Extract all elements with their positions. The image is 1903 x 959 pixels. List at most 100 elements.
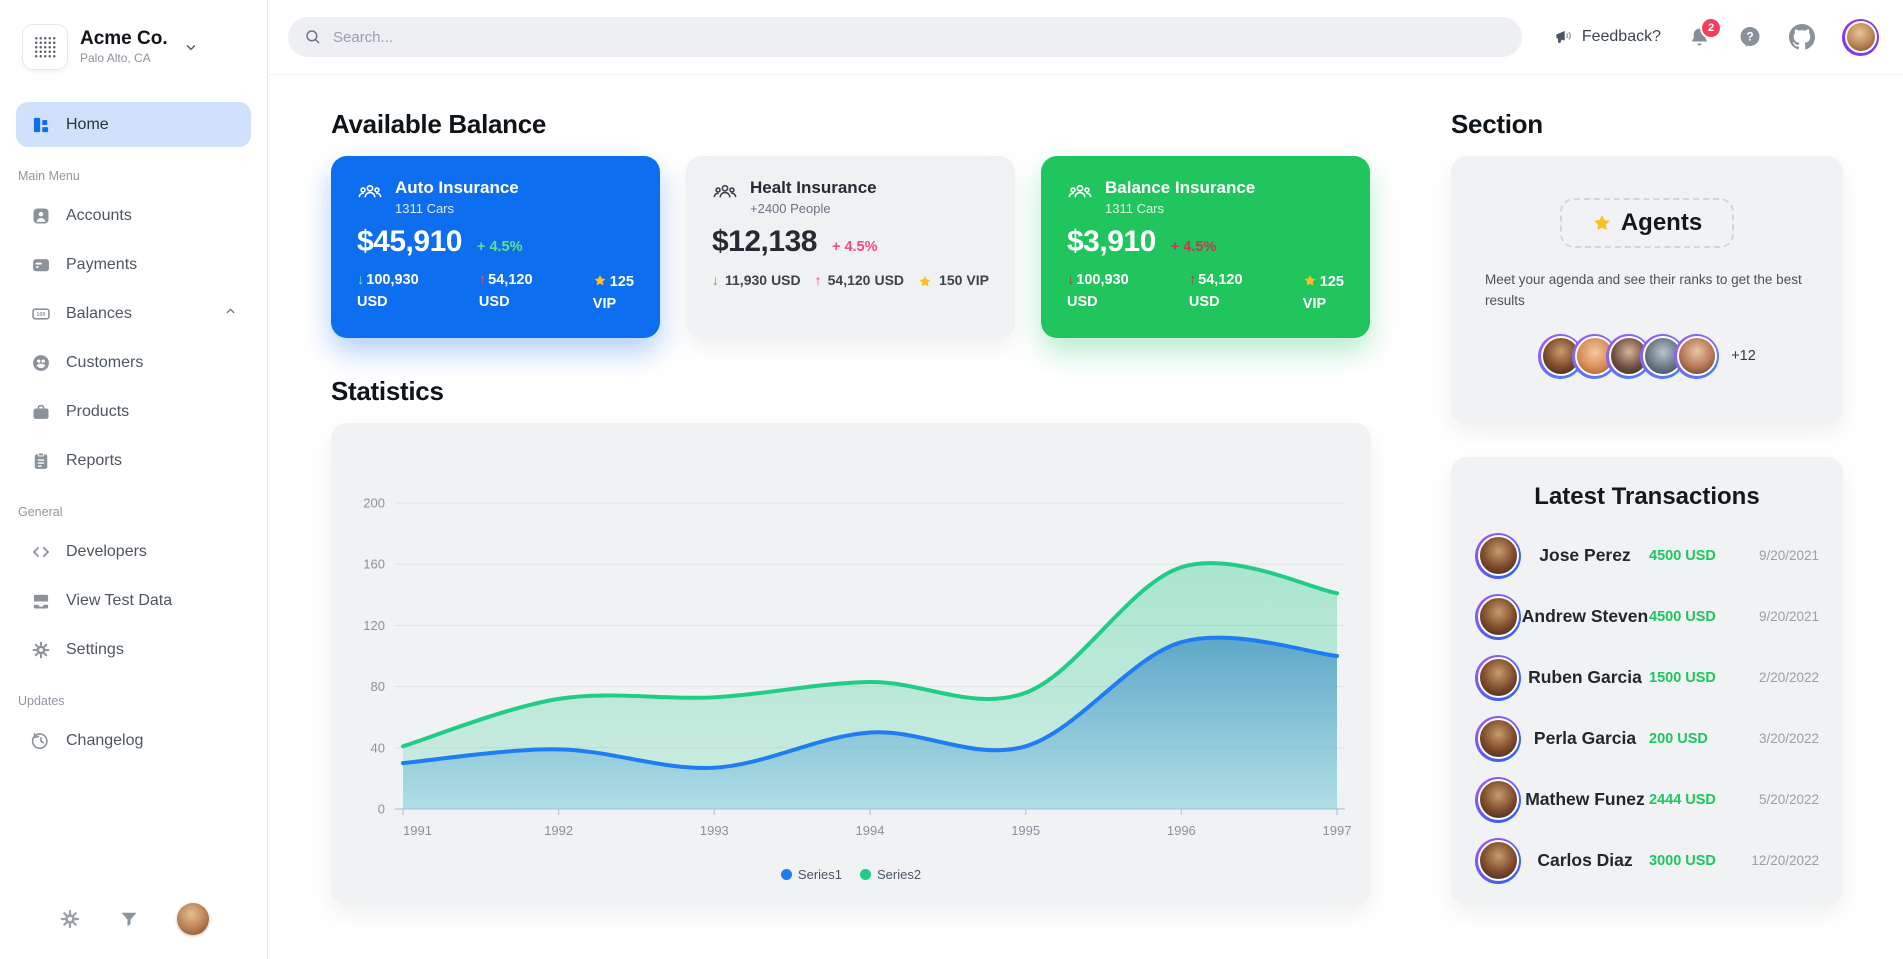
- main-area: Feedback? 2: [268, 0, 1903, 959]
- sidebar-item-label: Products: [66, 402, 130, 420]
- gear-icon[interactable]: [59, 908, 81, 930]
- star-icon: [593, 274, 607, 288]
- sidebar-item-products[interactable]: Products: [16, 389, 251, 434]
- filter-icon[interactable]: [119, 909, 139, 929]
- sidebar-item-balances[interactable]: 100 Balances: [16, 291, 251, 336]
- svg-text:1992: 1992: [544, 823, 573, 838]
- help-button[interactable]: ?: [1738, 25, 1762, 49]
- balance-card-balance-insurance: Balance Insurance 1311 Cars $3,910 + 4.5…: [1041, 156, 1370, 338]
- search-icon: [304, 28, 322, 46]
- chevron-up-icon[interactable]: [224, 305, 237, 323]
- notifications-button[interactable]: 2: [1688, 18, 1720, 49]
- svg-text:1997: 1997: [1323, 823, 1352, 838]
- transaction-name: Mathew Funez: [1525, 789, 1645, 809]
- chart-legend: Series1 Series2: [331, 867, 1371, 882]
- sidebar-item-reports[interactable]: Reports: [16, 438, 251, 483]
- sidebar: Acme Co. Palo Alto, CA Home Main Menu: [0, 0, 268, 959]
- svg-text:1996: 1996: [1167, 823, 1196, 838]
- avatar[interactable]: [1640, 333, 1686, 379]
- transaction-amount: 2444 USD: [1649, 791, 1716, 808]
- stat-down: ↓ 11,930 USD: [712, 272, 801, 288]
- card-percent: + 4.5%: [476, 239, 523, 255]
- stat-up: ↑ 54,120 USD: [478, 272, 533, 310]
- transaction-row[interactable]: Perla Garcia 200 USD 3/20/2022: [1475, 708, 1819, 769]
- sidebar-item-customers[interactable]: Customers: [16, 340, 251, 385]
- transaction-amount: 200 USD: [1649, 730, 1708, 747]
- code-icon: [30, 541, 52, 563]
- sidebar-section-general: General: [18, 505, 63, 519]
- transaction-row[interactable]: Ruben Garcia 1500 USD 2/20/2022: [1475, 647, 1819, 708]
- sidebar-item-payments[interactable]: Payments: [16, 242, 251, 287]
- sidebar-section-updates: Updates: [18, 694, 65, 708]
- people-group-icon: [1067, 180, 1093, 206]
- avatar: [1475, 593, 1521, 640]
- arrow-down-icon: ↓: [1067, 272, 1075, 288]
- sidebar-item-label: Settings: [66, 640, 124, 658]
- latest-transactions-card: Latest Transactions Jose Perez 4500 USD …: [1451, 457, 1843, 905]
- agents-card: Agents Meet your agenda and see their ra…: [1451, 156, 1843, 424]
- sidebar-item-label: Developers: [66, 542, 147, 560]
- section-heading: Section: [1451, 109, 1543, 139]
- people-group-icon: [357, 180, 383, 206]
- search-input[interactable]: [333, 28, 1506, 46]
- sidebar-item-accounts[interactable]: Accounts: [16, 193, 251, 238]
- card-title: Balance Insurance: [1105, 178, 1256, 197]
- sidebar-item-home[interactable]: Home: [16, 102, 251, 147]
- github-button[interactable]: [1789, 24, 1815, 50]
- credit-card-icon: [30, 254, 52, 276]
- arrow-up-icon: ↑: [814, 272, 822, 288]
- legend-item[interactable]: Series2: [860, 867, 921, 882]
- transaction-date: 5/20/2022: [1758, 792, 1819, 807]
- brand-block[interactable]: Acme Co. Palo Alto, CA: [16, 0, 251, 70]
- transaction-date: 9/20/2021: [1758, 548, 1819, 563]
- gear-icon: [30, 639, 52, 661]
- chevron-down-icon[interactable]: [184, 40, 198, 54]
- legend-item[interactable]: Series1: [780, 867, 842, 882]
- card-amount: $3,910: [1067, 225, 1156, 258]
- arrow-up-icon: ↑: [1188, 272, 1197, 288]
- card-subtitle: 1311 Cars: [395, 201, 455, 216]
- svg-text:120: 120: [363, 618, 385, 633]
- transaction-row[interactable]: Mathew Funez 2444 USD 5/20/2022: [1475, 769, 1819, 830]
- notification-badge: 2: [1702, 18, 1720, 37]
- svg-text:1993: 1993: [700, 823, 729, 838]
- star-icon: [918, 275, 932, 289]
- transaction-row[interactable]: Carlos Diaz 3000 USD 12/20/2022: [1475, 830, 1819, 891]
- card-amount: $45,910: [357, 225, 462, 258]
- sidebar-item-developers[interactable]: Developers: [16, 529, 251, 574]
- card-subtitle: +2400 People: [750, 201, 831, 216]
- people-group-icon: [712, 180, 738, 206]
- transaction-amount: 3000 USD: [1649, 852, 1716, 869]
- statistics-chart-card: 0 40 80 120 160 200 1991 1992 1993 1994 1995 1996 19…: [331, 423, 1371, 905]
- transaction-name: Perla Garcia: [1533, 728, 1637, 748]
- transaction-row[interactable]: Andrew Steven 4500 USD 9/20/2021: [1475, 586, 1819, 647]
- dot-grid-icon: [34, 36, 56, 58]
- stat-up: ↑ 54,120 USD: [1188, 272, 1243, 310]
- sidebar-item-changelog[interactable]: Changelog: [16, 718, 251, 763]
- user-avatar[interactable]: [1842, 18, 1879, 56]
- transaction-amount: 4500 USD: [1649, 547, 1716, 564]
- transaction-date: 2/20/2022: [1758, 670, 1819, 685]
- feedback-button[interactable]: Feedback?: [1552, 27, 1661, 48]
- avatar[interactable]: [1674, 333, 1720, 379]
- arrow-down-icon: ↓: [712, 272, 719, 288]
- balance-card-healt-insurance: Healt Insurance +2400 People $12,138 + 4…: [686, 156, 1015, 338]
- sidebar-item-label: Changelog: [66, 731, 144, 749]
- content: Available Balance: [268, 75, 1903, 959]
- agents-avatar-stack: +12: [1538, 333, 1756, 379]
- star-icon: [1592, 213, 1612, 233]
- feedback-label: Feedback?: [1581, 28, 1661, 45]
- avatar: [1475, 654, 1521, 701]
- sidebar-item-label: Customers: [66, 353, 144, 371]
- brand-name: Acme Co.: [80, 28, 168, 50]
- available-balance-heading: Available Balance: [331, 109, 547, 139]
- stat-up: ↑ 54,120 USD: [814, 272, 905, 288]
- brand-logo: [22, 24, 68, 70]
- avatar[interactable]: [176, 903, 209, 935]
- svg-text:1994: 1994: [856, 823, 885, 838]
- sidebar-item-view-test-data[interactable]: View Test Data: [16, 578, 251, 623]
- sidebar-item-settings[interactable]: Settings: [16, 627, 251, 672]
- agents-extra-count: +12: [1731, 348, 1756, 365]
- transaction-row[interactable]: Jose Perez 4500 USD 9/20/2021: [1475, 525, 1819, 586]
- arrow-down-icon: ↓: [357, 272, 365, 288]
